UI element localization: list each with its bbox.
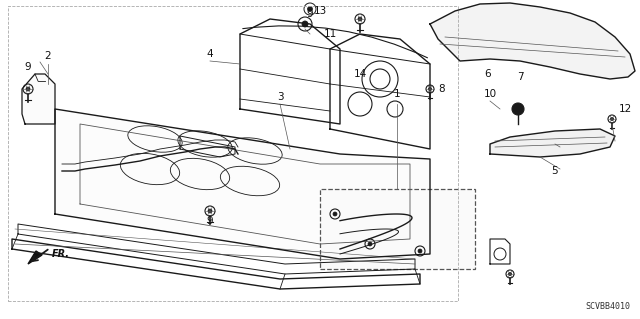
Bar <box>8 6 458 301</box>
Circle shape <box>26 87 30 91</box>
Circle shape <box>428 87 431 91</box>
Text: 7: 7 <box>516 72 524 82</box>
Text: SCVBB4010: SCVBB4010 <box>585 302 630 311</box>
Text: 10: 10 <box>483 89 497 99</box>
Text: 6: 6 <box>484 69 492 79</box>
Text: FR.: FR. <box>52 249 70 259</box>
Circle shape <box>418 249 422 253</box>
Circle shape <box>302 21 308 27</box>
Text: 13: 13 <box>314 6 326 16</box>
Text: 8: 8 <box>438 84 445 94</box>
Circle shape <box>333 212 337 216</box>
Text: 3: 3 <box>276 92 284 102</box>
Text: 11: 11 <box>323 29 337 39</box>
Text: 1: 1 <box>394 89 400 99</box>
Circle shape <box>515 107 520 112</box>
Text: 5: 5 <box>552 166 558 176</box>
Text: 2: 2 <box>45 51 51 61</box>
Bar <box>320 189 475 269</box>
Circle shape <box>368 242 372 246</box>
Text: 9: 9 <box>307 9 314 19</box>
Polygon shape <box>22 74 55 124</box>
Polygon shape <box>28 251 42 264</box>
Circle shape <box>508 272 511 276</box>
Text: 9: 9 <box>207 216 213 226</box>
Circle shape <box>611 117 614 121</box>
Text: 4: 4 <box>207 49 213 59</box>
Circle shape <box>208 209 212 213</box>
Circle shape <box>358 17 362 21</box>
Polygon shape <box>490 129 615 157</box>
Text: 14: 14 <box>353 69 367 79</box>
Text: 12: 12 <box>618 104 632 114</box>
Polygon shape <box>55 109 430 259</box>
Circle shape <box>307 6 312 11</box>
Circle shape <box>512 103 524 115</box>
Text: 9: 9 <box>25 62 31 72</box>
Polygon shape <box>430 3 635 79</box>
